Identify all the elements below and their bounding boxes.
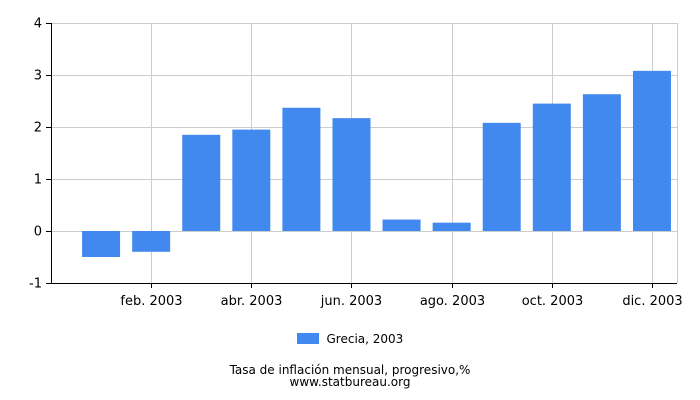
bar-jul-2003 xyxy=(382,219,421,231)
bar-chart: -1 0 1 2 3 4 feb. 2003 abr. 2003 jun. 2003 ago. … xyxy=(29,17,683,310)
bar-may-2003 xyxy=(282,107,321,231)
bar-nov-2003 xyxy=(582,94,621,232)
x-tick-label: abr. 2003 xyxy=(221,294,283,309)
x-tick-label: jun. 2003 xyxy=(320,294,382,309)
grid-lines xyxy=(51,23,678,284)
y-tick-label: 0 xyxy=(34,225,42,240)
bar-oct-2003 xyxy=(532,103,571,231)
y-tick-label: 3 xyxy=(34,69,42,84)
y-tick-label: 2 xyxy=(34,121,42,136)
y-tick-label: 1 xyxy=(34,173,42,188)
x-tick-label: dic. 2003 xyxy=(622,294,682,309)
bar-ene-2003 xyxy=(82,231,121,257)
bar-jun-2003 xyxy=(332,118,371,231)
x-axis-ticks: feb. 2003 abr. 2003 jun. 2003 ago. 2003 oct.… xyxy=(120,294,682,309)
legend: Grecia, 2003 xyxy=(0,332,700,346)
chart-caption: Tasa de inflación mensual, progresivo,% xyxy=(229,363,471,377)
bar-feb-2003 xyxy=(132,231,171,252)
bar-ago-2003 xyxy=(432,222,471,231)
bar-sep-2003 xyxy=(482,122,521,231)
y-axis-ticks: -1 0 1 2 3 4 xyxy=(29,17,42,292)
bar-abr-2003 xyxy=(232,129,271,231)
bar-dic-2003 xyxy=(632,70,671,231)
axes xyxy=(46,23,677,288)
bar-mar-2003 xyxy=(182,134,221,231)
x-tick-label: feb. 2003 xyxy=(120,294,182,309)
x-tick-label: oct. 2003 xyxy=(522,294,584,309)
source-url: www.statbureau.org xyxy=(289,375,411,389)
legend-label: Grecia, 2003 xyxy=(326,332,404,346)
x-tick-label: ago. 2003 xyxy=(420,294,485,309)
bars xyxy=(82,70,671,257)
legend-swatch xyxy=(296,333,319,344)
y-tick-label: 4 xyxy=(34,17,42,32)
y-tick-label: -1 xyxy=(29,277,42,292)
